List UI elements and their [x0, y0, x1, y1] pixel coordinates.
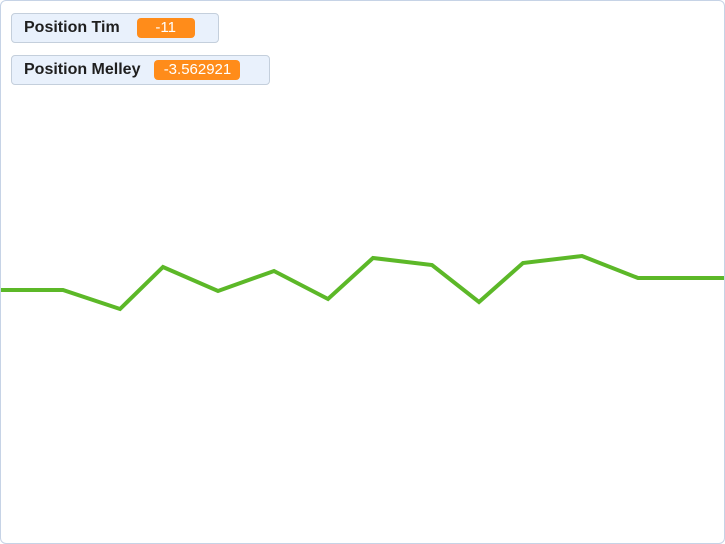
monitor-label: Position Melley — [24, 61, 141, 78]
pen-trail-line — [1, 253, 724, 312]
monitor-value: -3.562921 — [154, 60, 241, 80]
monitor-value: -11 — [136, 18, 195, 38]
variable-monitor-position-tim[interactable]: Position Tim -11 — [11, 13, 219, 43]
variable-monitor-position-melley[interactable]: Position Melley -3.562921 — [11, 55, 270, 85]
monitor-label: Position Tim — [24, 19, 120, 36]
